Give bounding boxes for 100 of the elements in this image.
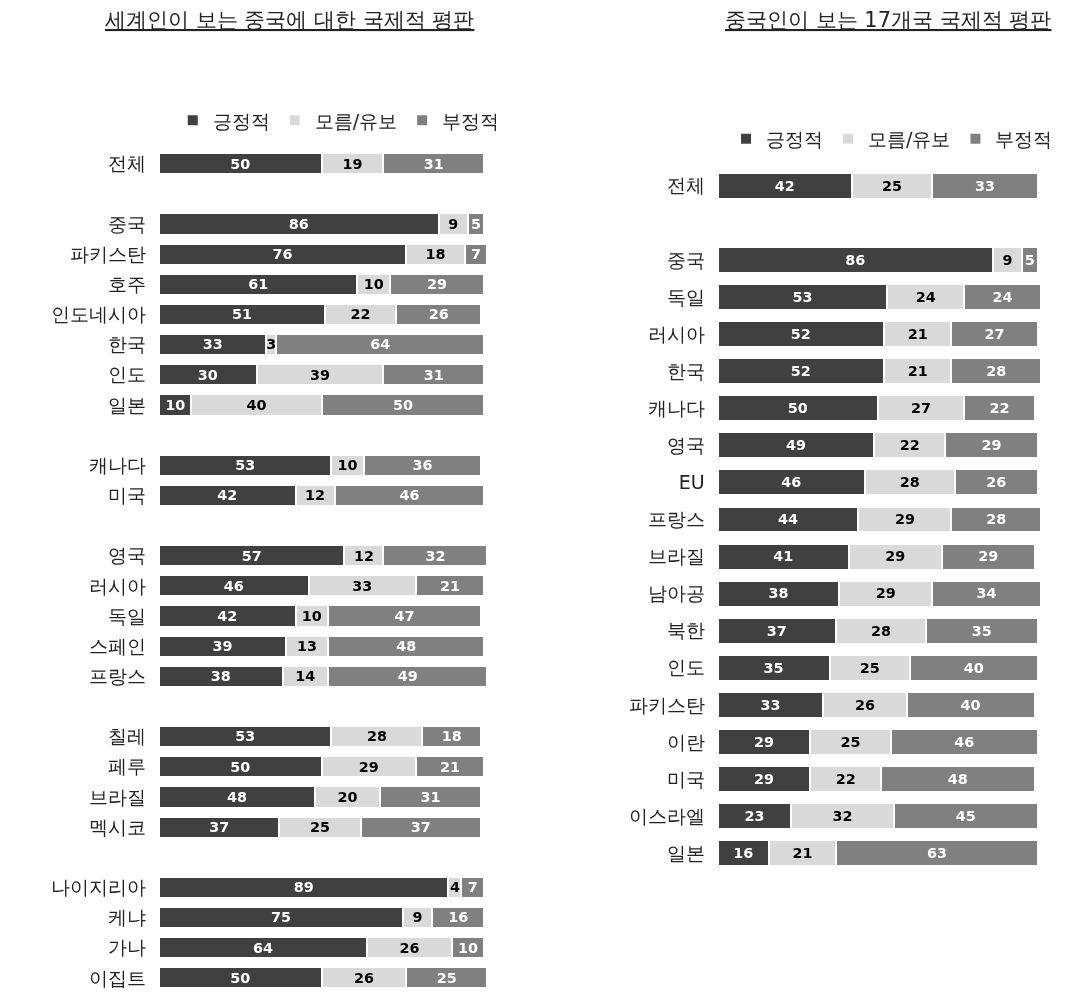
data-label: 12: [353, 547, 374, 564]
y-tick-label: 파키스탄: [69, 242, 146, 265]
data-label: 57: [241, 547, 262, 564]
data-label: 26: [353, 969, 374, 986]
data-label: 21: [792, 844, 813, 861]
data-label: 29: [978, 548, 999, 565]
data-label: 16: [733, 844, 754, 861]
data-label: 40: [960, 696, 981, 713]
data-label: 28: [986, 363, 1007, 379]
data-label: 27: [910, 400, 931, 417]
data-label: 76: [272, 245, 293, 262]
data-label: 33: [202, 336, 223, 353]
y-tick-label: 브라질: [88, 785, 146, 808]
data-label: 14: [295, 668, 316, 685]
data-label: 9: [1002, 251, 1013, 268]
data-label: 29: [875, 585, 896, 602]
data-label: 50: [230, 758, 251, 775]
legend-label: 긍정적: [766, 128, 824, 151]
data-label: 10: [337, 457, 358, 474]
data-label: 22: [835, 770, 856, 787]
data-label: 24: [915, 288, 936, 305]
data-label: 46: [223, 577, 244, 594]
data-label: 42: [217, 487, 238, 504]
data-label: 49: [397, 668, 418, 685]
data-label: 10: [457, 939, 478, 956]
data-label: 53: [235, 728, 256, 745]
data-label: 35: [763, 659, 784, 676]
data-label: 49: [786, 437, 807, 454]
y-tick-label: 일본: [107, 393, 146, 416]
data-label: 29: [894, 511, 915, 528]
data-label: 3: [266, 336, 277, 353]
legend-label: 모름/유보: [314, 109, 398, 132]
data-label: 38: [210, 668, 231, 685]
data-label: 18: [425, 245, 446, 262]
data-label: 44: [778, 511, 799, 528]
y-tick-label: 전체: [107, 152, 146, 175]
data-label: 9: [412, 909, 423, 926]
data-label: 26: [986, 474, 1007, 491]
data-label: 47: [394, 607, 415, 624]
data-label: 20: [337, 788, 358, 805]
data-label: 64: [370, 336, 391, 353]
data-label: 29: [427, 276, 448, 293]
y-tick-label: 가나: [107, 936, 146, 959]
data-label: 26: [399, 939, 420, 956]
data-label: 29: [753, 733, 774, 750]
data-label: 48: [947, 770, 968, 787]
y-tick-label: 영국: [107, 544, 146, 567]
data-label: 13: [296, 638, 317, 655]
y-tick-label: 독일: [107, 604, 146, 627]
data-label: 35: [971, 622, 992, 639]
chart-title: 세계인이 보는 중국에 대한 국제적 평판: [105, 8, 475, 32]
y-tick-label: 캐나다: [647, 396, 705, 419]
data-label: 53: [235, 457, 256, 474]
data-label: 21: [440, 758, 461, 775]
data-label: 22: [350, 306, 371, 323]
data-label: 38: [768, 585, 789, 602]
y-tick-label: 이집트: [88, 966, 146, 989]
data-label: 25: [882, 177, 903, 194]
data-label: 32: [425, 547, 446, 564]
y-tick-label: 러시아: [88, 574, 146, 597]
data-label: 50: [787, 400, 808, 417]
data-label: 37: [766, 622, 787, 639]
y-tick-label: 파키스탄: [628, 693, 705, 716]
data-label: 31: [423, 155, 444, 172]
y-tick-label: 케냐: [107, 906, 146, 929]
data-label: 52: [790, 325, 811, 342]
data-label: 28: [870, 622, 891, 639]
data-label: 29: [358, 758, 379, 775]
y-tick-label: 멕시코: [88, 815, 146, 838]
data-label: 29: [885, 548, 906, 565]
data-label: 39: [309, 366, 330, 383]
data-label: 26: [854, 696, 875, 713]
data-label: 42: [774, 177, 795, 194]
y-tick-label: 이란: [666, 730, 705, 753]
y-tick-label: 칠레: [107, 725, 146, 748]
data-label: 64: [253, 939, 274, 956]
data-label: 46: [954, 733, 975, 750]
data-label: 22: [989, 400, 1010, 417]
data-label: 21: [907, 325, 928, 342]
data-label: 30: [197, 366, 218, 383]
y-tick-label: 일본: [666, 841, 705, 864]
y-tick-label: 호주: [107, 272, 146, 295]
y-tick-label: 스페인: [88, 634, 146, 657]
y-tick-label: 인도: [666, 656, 705, 679]
data-label: 10: [165, 396, 186, 413]
y-tick-label: 프랑스: [647, 508, 705, 531]
data-label: 39: [212, 638, 233, 655]
data-label: 25: [436, 969, 457, 986]
y-tick-label: 페루: [107, 755, 146, 778]
data-label: 27: [984, 325, 1005, 342]
data-label: 37: [410, 818, 431, 835]
y-tick-label: 전체: [666, 174, 705, 197]
data-label: 9: [448, 215, 459, 232]
data-label: 45: [955, 807, 976, 824]
data-label: 33: [974, 177, 995, 194]
data-label: 37: [209, 818, 230, 835]
data-label: 61: [248, 276, 269, 293]
data-label: 21: [907, 363, 928, 379]
y-tick-label: 러시아: [647, 322, 705, 345]
y-tick-label: 캐나다: [88, 453, 146, 476]
